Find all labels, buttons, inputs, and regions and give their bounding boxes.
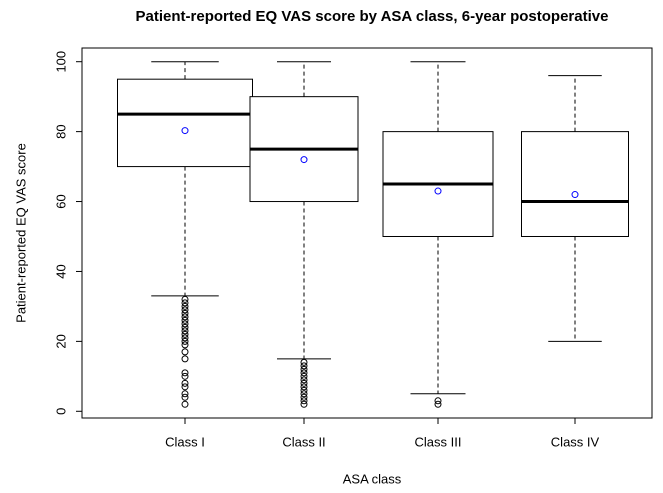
box [117,78,253,168]
x-tick-label: Class III [415,434,462,449]
outlier [181,341,189,349]
y-tick-label: 60 [53,194,68,208]
outlier [181,327,189,335]
outlier [181,316,189,324]
outlier [300,376,308,384]
mean [571,191,579,199]
outlier [300,383,308,391]
outlier [300,369,308,377]
outlier [300,386,308,394]
y-tick-label: 40 [53,264,68,278]
plot-frame [81,47,653,419]
outlier [181,348,189,356]
outlier [181,295,189,303]
chart-title: Patient-reported EQ VAS score by ASA cla… [136,8,609,25]
outlier [434,400,442,408]
box [521,131,629,237]
outlier [181,372,189,380]
outlier [300,397,308,405]
y-axis-label: Patient-reported EQ VAS score [13,143,28,323]
outlier [300,358,308,366]
outlier [181,369,189,377]
outlier [181,299,189,307]
outlier [300,365,308,373]
outlier [181,337,189,345]
outlier [181,390,189,398]
x-tick-label: Class IV [551,434,600,449]
outlier [300,393,308,401]
y-tick-label: 80 [53,124,68,138]
outlier [300,379,308,387]
x-axis-label: ASA class [343,471,402,486]
outlier [181,306,189,314]
outlier [181,320,189,328]
x-tick-label: Class I [165,434,205,449]
outlier [434,397,442,405]
mean [181,127,189,135]
outlier [300,400,308,408]
outlier [181,309,189,317]
y-tick-label: 0 [53,408,68,415]
outlier [181,400,189,408]
outlier [181,379,189,387]
y-tick-label: 20 [53,334,68,348]
outlier [300,372,308,380]
x-tick-label: Class II [282,434,325,449]
y-tick-label: 100 [53,51,68,73]
mean [434,187,442,195]
outlier [181,334,189,342]
mean [300,156,308,164]
outlier [181,330,189,338]
outlier [181,323,189,331]
outlier [181,383,189,391]
outlier [181,302,189,310]
outlier [181,313,189,321]
outlier [300,390,308,398]
outlier [300,362,308,370]
outlier [181,393,189,401]
outlier [181,355,189,363]
